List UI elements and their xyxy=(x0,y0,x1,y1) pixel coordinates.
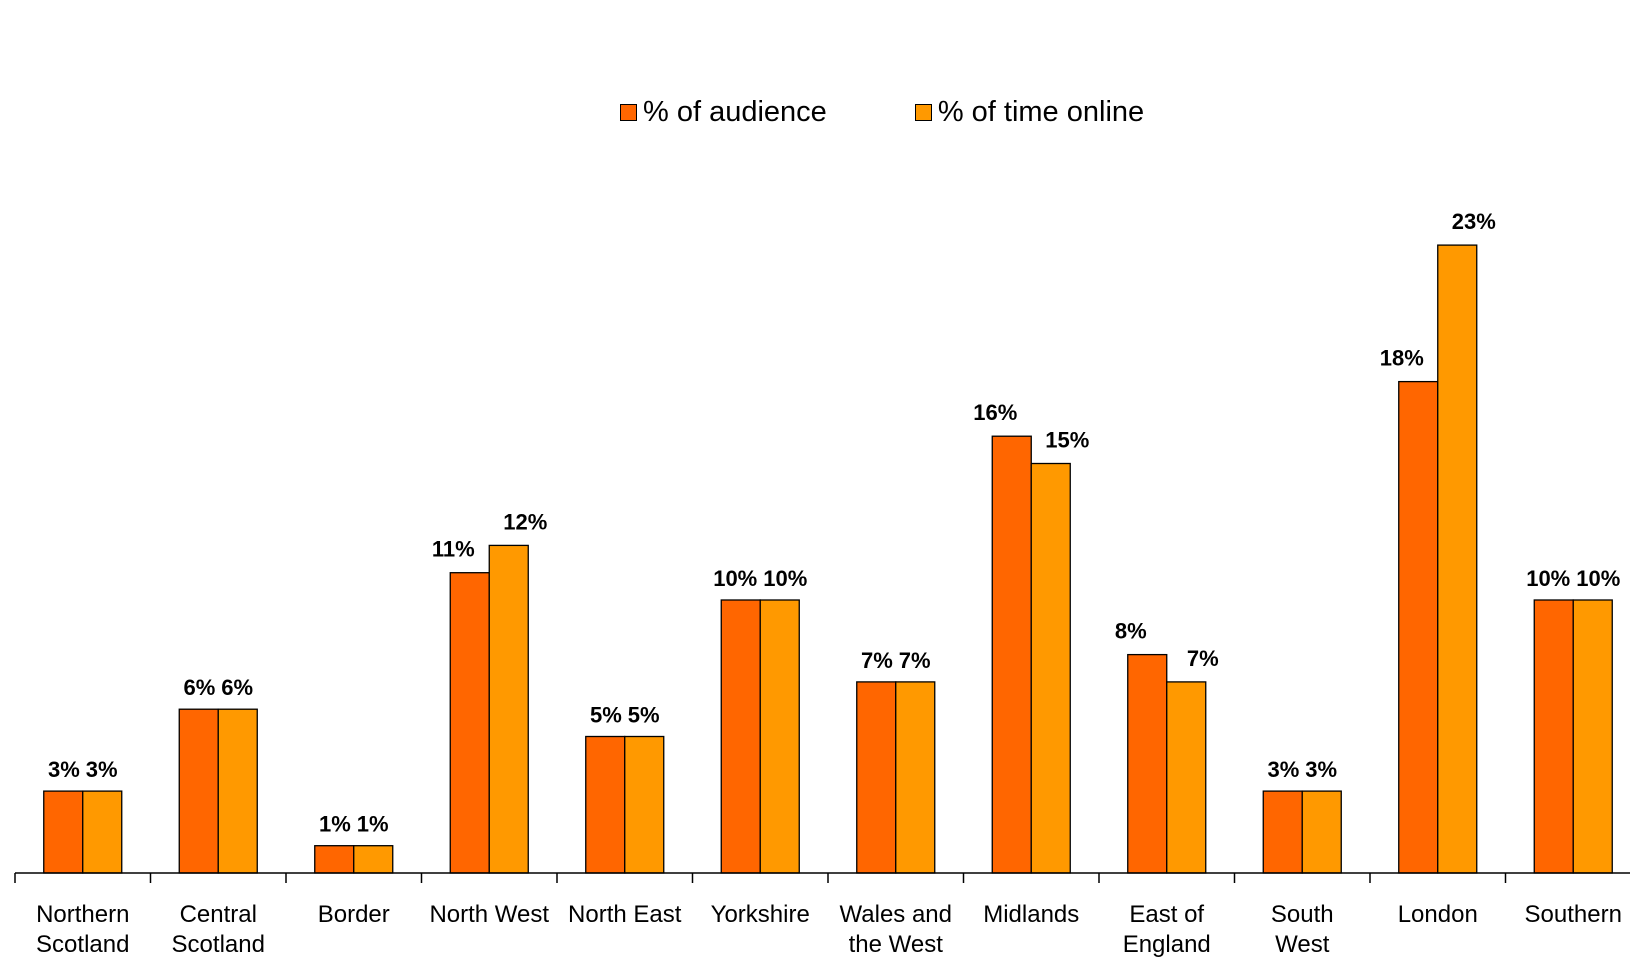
bar-audience-6 xyxy=(856,681,897,874)
bar-time-online-8 xyxy=(1166,681,1207,874)
category-label-6-0: Wales and xyxy=(840,901,953,928)
category-label-0-0: Northern xyxy=(36,901,129,928)
bar-time-online-11 xyxy=(1572,599,1613,874)
bar-audience-1 xyxy=(178,708,219,874)
chart-legend: % of audience % of time online xyxy=(620,96,1144,129)
data-label-audience-9: 3% xyxy=(1267,757,1299,782)
bar-time-online-2 xyxy=(353,845,394,874)
data-label-audience-10: 18% xyxy=(1380,346,1424,371)
category-label-6-1: the West xyxy=(849,931,944,957)
legend-swatch-time-online xyxy=(914,104,932,121)
category-label-3-0: North West xyxy=(429,901,549,928)
bar-time-online-3 xyxy=(488,544,529,874)
data-label-audience-1: 6% xyxy=(183,675,215,700)
data-label-audience-6: 7% xyxy=(861,648,893,673)
data-label-time-online-9: 3% xyxy=(1305,757,1337,782)
legend-item-audience: % of audience xyxy=(620,96,827,129)
data-label-audience-4: 5% xyxy=(590,703,622,728)
data-label-time-online-3: 12% xyxy=(503,509,547,534)
bar-audience-5 xyxy=(720,599,761,874)
bar-audience-7 xyxy=(991,435,1032,874)
bar-time-online-5 xyxy=(759,599,800,874)
bar-time-online-9 xyxy=(1301,790,1342,874)
category-label-8-1: England xyxy=(1123,931,1211,957)
category-label-10-0: London xyxy=(1398,901,1478,928)
category-label-8-0: East of xyxy=(1129,901,1204,928)
data-label-audience-7: 16% xyxy=(973,400,1017,425)
data-label-audience-8: 8% xyxy=(1115,619,1147,644)
category-label-9-1: West xyxy=(1275,931,1330,957)
bar-time-online-10 xyxy=(1437,244,1478,874)
bar-time-online-0 xyxy=(82,790,123,874)
legend-label-time-online: % of time online xyxy=(937,96,1145,128)
data-label-audience-11: 10% xyxy=(1526,566,1570,591)
data-label-time-online-11: 10% xyxy=(1576,566,1620,591)
bar-audience-3 xyxy=(449,572,490,874)
bar-audience-9 xyxy=(1262,790,1303,874)
bar-audience-8 xyxy=(1127,653,1168,874)
category-label-7-0: Midlands xyxy=(983,901,1079,928)
bar-time-online-7 xyxy=(1030,462,1071,874)
bar-audience-11 xyxy=(1533,599,1574,874)
data-label-time-online-6: 7% xyxy=(899,648,931,673)
data-label-time-online-1: 6% xyxy=(221,675,253,700)
data-label-time-online-2: 1% xyxy=(357,812,389,837)
data-label-time-online-4: 5% xyxy=(628,703,660,728)
category-label-11-0: Southern xyxy=(1525,901,1622,928)
bar-audience-4 xyxy=(585,735,626,874)
category-label-5-0: Yorkshire xyxy=(711,901,810,928)
data-label-audience-2: 1% xyxy=(319,812,351,837)
legend-item-time-online: % of time online xyxy=(914,96,1145,129)
category-label-1-1: Scotland xyxy=(172,931,265,957)
category-label-2-0: Border xyxy=(318,901,390,928)
bar-audience-2 xyxy=(314,845,355,874)
legend-label-audience: % of audience xyxy=(643,96,827,128)
data-label-audience-3: 11% xyxy=(432,537,475,562)
category-label-1-0: Central xyxy=(180,901,257,928)
data-label-time-online-5: 10% xyxy=(763,566,807,591)
data-label-time-online-10: 23% xyxy=(1452,209,1496,234)
bar-time-online-6 xyxy=(895,681,936,874)
bar-time-online-1 xyxy=(217,708,258,874)
data-label-audience-5: 10% xyxy=(713,566,757,591)
data-label-audience-0: 3% xyxy=(48,757,80,782)
bar-time-online-4 xyxy=(624,735,665,874)
data-label-time-online-0: 3% xyxy=(86,757,118,782)
bar-audience-10 xyxy=(1398,380,1439,874)
category-label-9-0: South xyxy=(1271,901,1334,928)
category-label-4-0: North East xyxy=(568,901,682,928)
bar-audience-0 xyxy=(43,790,84,874)
legend-swatch-audience xyxy=(620,104,637,121)
data-label-time-online-7: 15% xyxy=(1045,428,1089,453)
category-label-0-1: Scotland xyxy=(36,931,129,957)
data-label-time-online-8: 7% xyxy=(1187,646,1219,671)
